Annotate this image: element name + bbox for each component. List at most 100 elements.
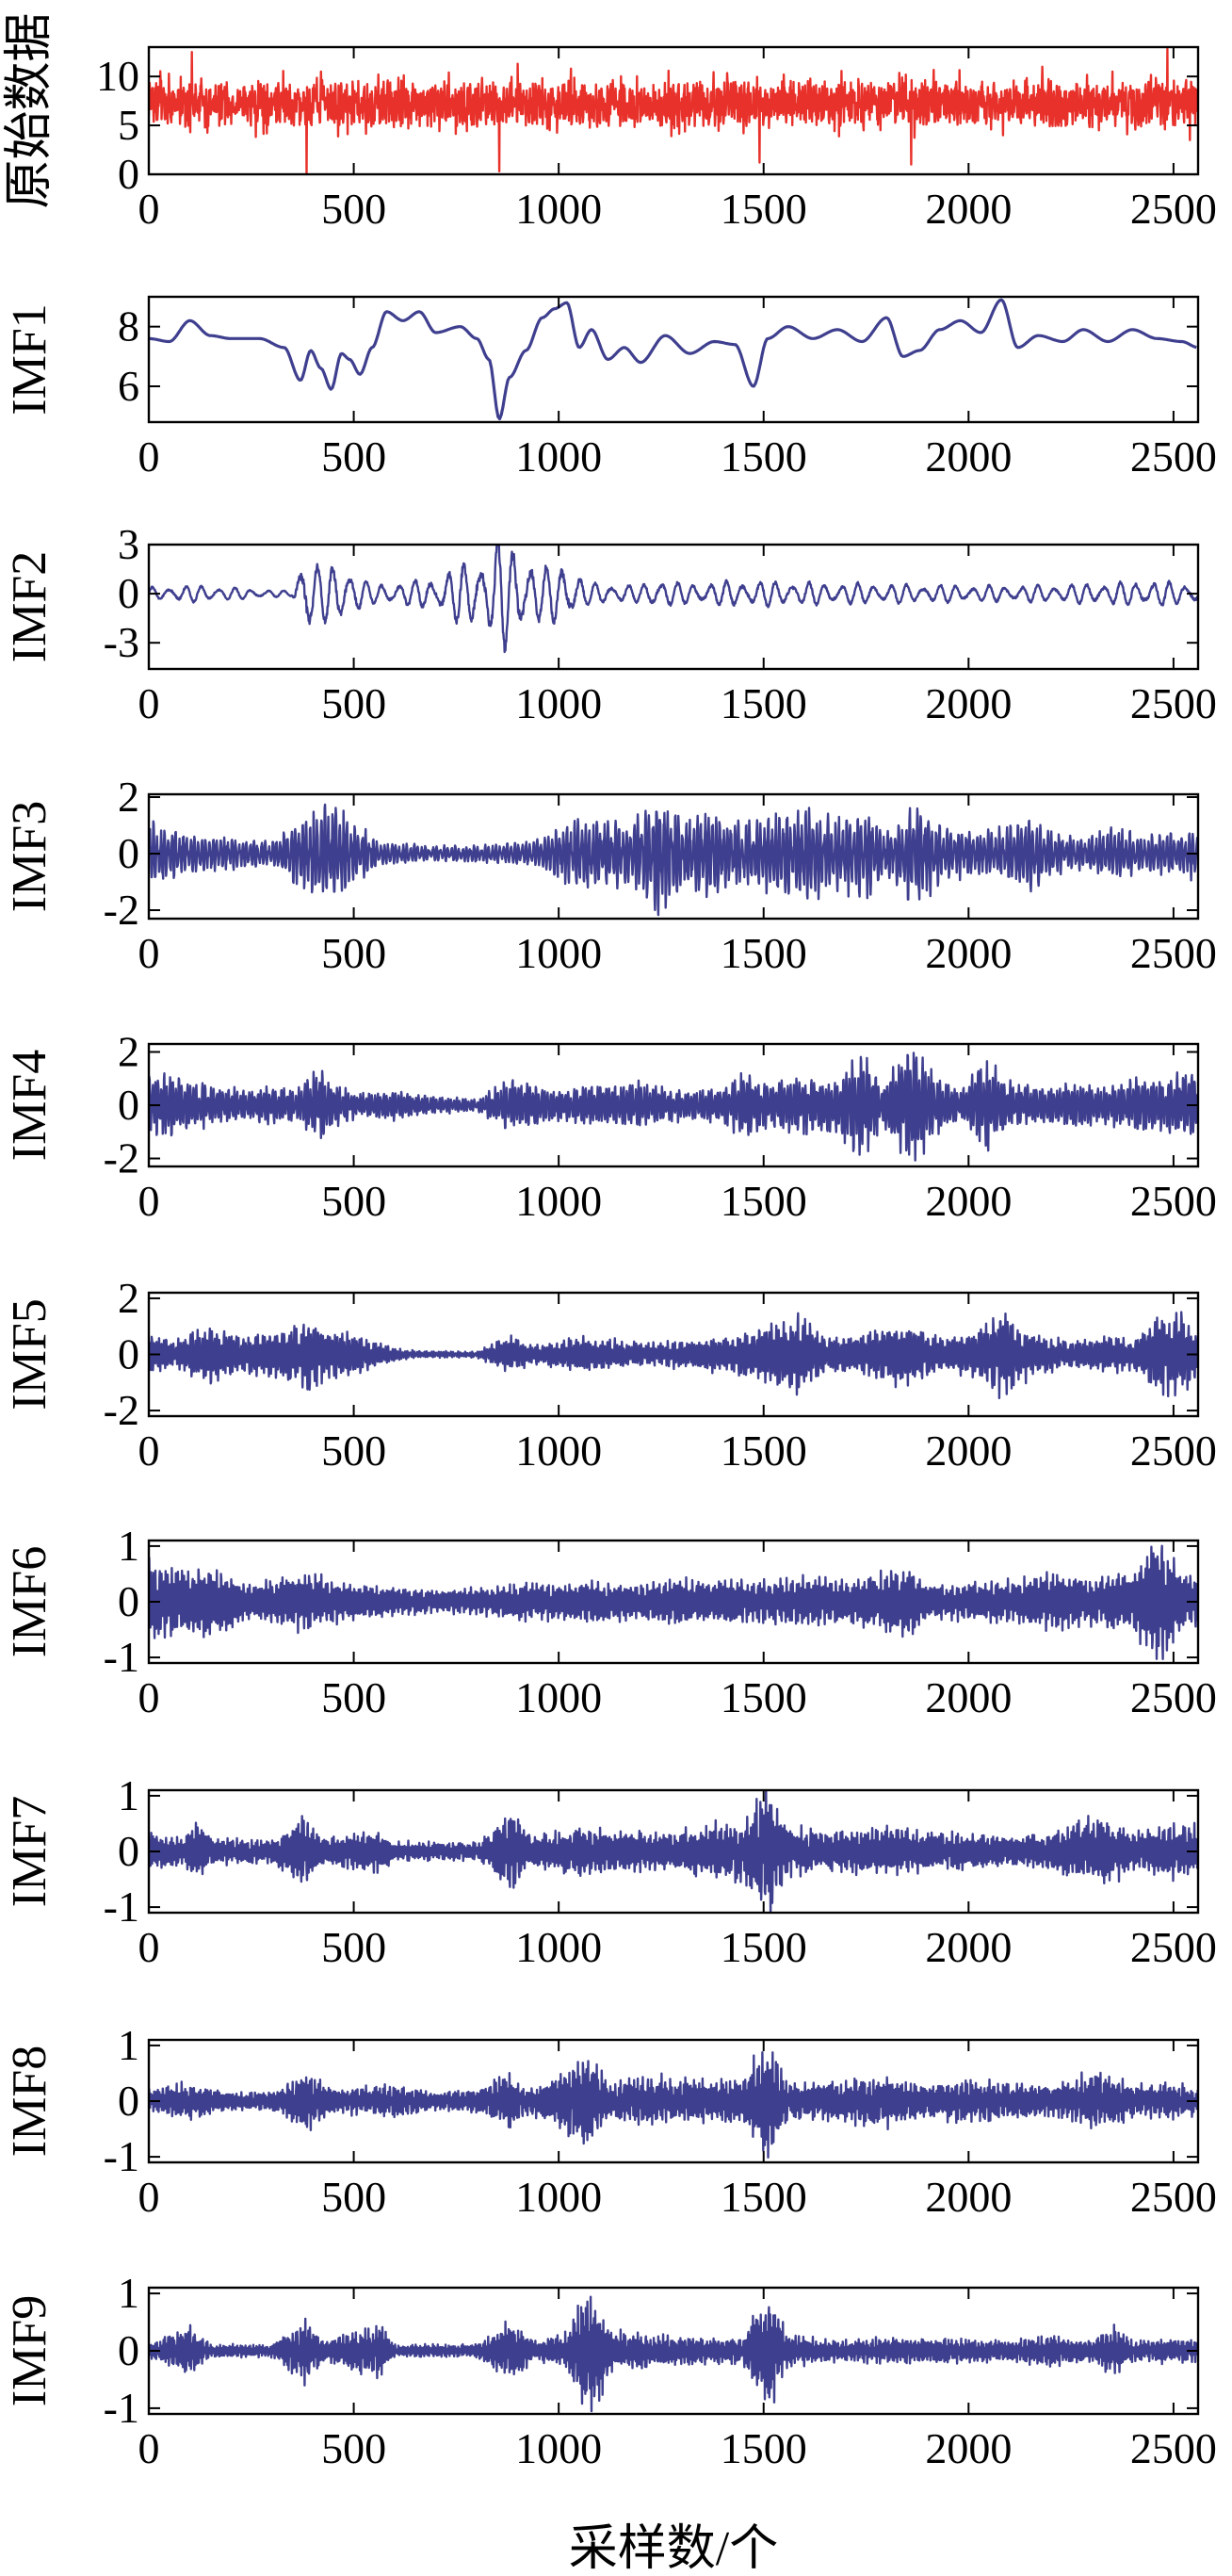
y-axis-label: IMF6 [3,1546,57,1657]
series-line [149,1311,1198,1400]
y-axis-label: IMF8 [3,2046,57,2157]
axes-frame [147,45,1200,176]
y-axis-label: IMF1 [3,303,57,415]
x-axis-label: 采样数/个 [569,2522,778,2576]
x-tick-label: 2500 [1130,2424,1217,2472]
y-tick-label: 2 [118,1274,139,1322]
y-tick-label: 1 [118,1522,139,1570]
x-tick-label: 2500 [1130,1673,1217,1721]
x-tick-label: 500 [321,432,386,481]
y-axis-label: 原始数据 [3,12,57,208]
x-tick-label: 2500 [1130,679,1217,727]
y-tick-label: -1 [104,2132,139,2180]
x-tick-label: 500 [321,679,386,727]
y-tick-label: 0 [118,2326,139,2374]
y-tick-label: 1 [118,1771,139,1819]
y-tick-label: -1 [104,1883,139,1931]
axes-frame [147,295,1200,424]
x-tick-label: 2500 [1130,929,1217,977]
series-line [149,2051,1198,2159]
y-tick-label: -1 [104,1633,139,1681]
y-tick-label: 8 [118,302,139,351]
x-tick-label: 2000 [925,2173,1012,2221]
x-tick-label: 1500 [721,185,807,233]
x-tick-label: 0 [138,1177,160,1225]
y-tick-label: 1 [118,2021,139,2069]
y-axis-label: IMF5 [3,1298,57,1410]
series-line [149,545,1198,654]
y-tick-label: 3 [118,520,139,568]
series-line [149,47,1198,174]
y-tick-label: 0 [118,1330,139,1378]
x-tick-label: 2000 [925,1177,1012,1225]
x-tick-label: 1500 [721,1673,807,1721]
x-tick-label: 2500 [1130,1923,1217,1971]
x-tick-label: 0 [138,929,160,977]
x-tick-label: 1000 [515,929,602,977]
x-tick-label: 2500 [1130,1427,1217,1475]
x-tick-label: 500 [321,1177,386,1225]
x-tick-label: 500 [321,1673,386,1721]
x-tick-label: 0 [138,1923,160,1971]
x-tick-label: 500 [321,2173,386,2221]
x-tick-label: 1000 [515,2424,602,2472]
x-tick-label: 1000 [515,185,602,233]
y-tick-label: -3 [104,618,139,666]
y-tick-label: -2 [104,1386,139,1434]
y-tick-label: 10 [96,52,139,100]
series-line [149,2295,1198,2413]
x-tick-label: 500 [321,1923,386,1971]
y-tick-label: 0 [118,1081,139,1129]
x-tick-label: 0 [138,432,160,481]
x-tick-label: 0 [138,679,160,727]
y-tick-label: -1 [104,2384,139,2432]
axes-frame [147,792,1200,921]
x-tick-label: 1500 [721,679,807,727]
y-axis-label: IMF3 [3,801,57,912]
x-tick-label: 1500 [721,2424,807,2472]
x-tick-label: 1500 [721,1177,807,1225]
x-tick-label: 2500 [1130,1177,1217,1225]
y-axis-label: IMF9 [3,2295,57,2406]
panel-imf1: 0 500 1000 1500 2000 2500 6 8 IMF1 [3,295,1217,481]
x-tick-label: 1000 [515,1673,602,1721]
y-axis-label: IMF7 [3,1796,57,1907]
y-tick-label: 1 [118,2269,139,2317]
x-tick-label: 1500 [721,432,807,481]
x-tick-label: 500 [321,2424,386,2472]
series-line [149,1544,1198,1660]
x-tick-label: 1000 [515,1177,602,1225]
y-tick-label: 0 [118,1577,139,1625]
x-tick-label: 2500 [1130,2173,1217,2221]
series-line [149,1790,1198,1913]
y-tick-label: 0 [118,2077,139,2125]
x-tick-label: 1500 [721,1427,807,1475]
x-tick-label: 500 [321,929,386,977]
x-tick-label: 1000 [515,679,602,727]
x-tick-label: 0 [138,185,160,233]
x-tick-label: 0 [138,1673,160,1721]
x-tick-label: 2000 [925,2424,1012,2472]
x-tick-label: 2000 [925,1923,1012,1971]
y-tick-label: 0 [118,829,139,877]
axes-frame [147,543,1200,671]
y-tick-label: 5 [118,101,139,149]
y-tick-label: 2 [118,1027,139,1075]
series-line [149,803,1198,917]
x-tick-label: 0 [138,2424,160,2472]
x-tick-label: 2000 [925,185,1012,233]
y-axis-label: IMF4 [3,1050,57,1161]
x-tick-label: 2000 [925,929,1012,977]
y-tick-label: 0 [118,569,139,617]
x-tick-label: 1500 [721,929,807,977]
y-tick-label: 2 [118,773,139,821]
x-tick-label: 500 [321,185,386,233]
